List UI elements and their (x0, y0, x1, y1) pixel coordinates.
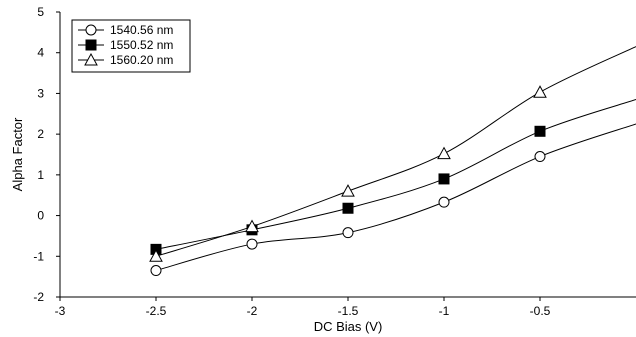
x-tick-label: -3 (55, 304, 66, 318)
data-point-circle (150, 265, 162, 277)
legend-label: 1560.20 nm (110, 53, 173, 67)
data-point-circle (85, 24, 97, 36)
x-tick-label: -1.5 (338, 304, 359, 318)
y-tick-label: 1 (37, 168, 44, 182)
x-tick-label: -0.5 (530, 304, 551, 318)
y-tick-label: 3 (37, 86, 44, 100)
y-axis: -2 -1 0 1 2 3 4 5 (33, 5, 60, 304)
y-axis-title: Alpha Factor (10, 117, 25, 191)
data-point-triangle (149, 249, 163, 262)
x-tick-label: -1 (439, 304, 450, 318)
series-2 (149, 46, 636, 262)
legend-label: 1540.56 nm (110, 23, 173, 37)
data-point-triangle (84, 52, 98, 66)
data-point-square (438, 173, 450, 185)
data-point-triangle (437, 146, 451, 160)
data-point-circle (534, 151, 546, 163)
data-point-square (342, 202, 354, 214)
y-tick-label: 0 (37, 209, 44, 223)
y-tick-label: 4 (37, 46, 44, 60)
data-point-triangle (341, 184, 355, 197)
data-point-circle (342, 227, 354, 239)
legend-item: 1550.52 nm (78, 38, 173, 52)
data-point-square (85, 39, 97, 51)
y-tick-label: 2 (37, 127, 44, 141)
data-point-triangle (533, 85, 547, 98)
x-tick-label: -2.5 (146, 304, 167, 318)
series-layer (149, 46, 636, 277)
series-line (155, 123, 636, 272)
y-tick-label: -2 (33, 290, 44, 304)
y-tick-label: 5 (37, 5, 44, 19)
legend-item: 1560.20 nm (78, 52, 173, 67)
series-1 (150, 99, 636, 255)
legend-item: 1540.56 nm (78, 23, 173, 37)
x-axis: -3 -2.5 -2 -1.5 -1 -0.5 (55, 297, 551, 318)
x-axis-title: DC Bias (V) (314, 319, 383, 334)
y-tick-label: -1 (33, 249, 44, 263)
series-0 (150, 123, 636, 277)
data-point-square (534, 125, 546, 137)
data-point-circle (246, 238, 258, 250)
legend-label: 1550.52 nm (110, 38, 173, 52)
data-point-triangle (245, 219, 259, 233)
data-point-circle (438, 196, 450, 208)
series-line (155, 46, 636, 257)
x-tick-label: -2 (247, 304, 258, 318)
